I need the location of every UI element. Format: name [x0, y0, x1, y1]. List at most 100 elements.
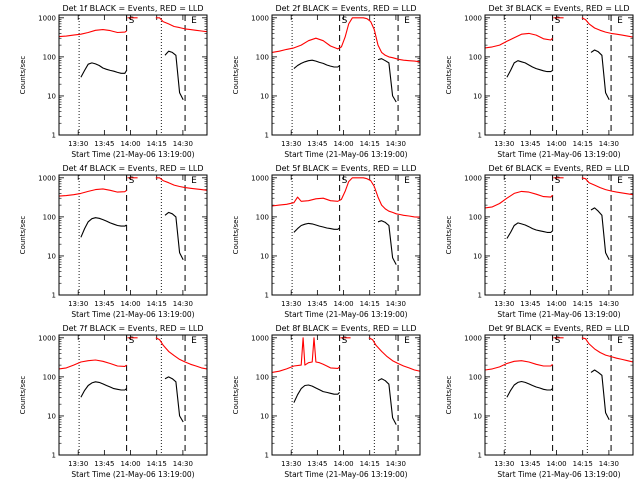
series-group: [272, 177, 420, 265]
x-tick-label: 14:30: [173, 300, 193, 308]
y-axis-label: Counts/sec: [19, 376, 27, 415]
end-marker-label: E: [191, 176, 197, 186]
plot-frame: [58, 174, 208, 296]
x-tick-label: 14:15: [360, 460, 380, 468]
events-series-line: [164, 376, 184, 423]
x-tick-label: 13:45: [307, 140, 327, 148]
y-tick-label: 1: [478, 132, 482, 140]
y-tick-label: 1000: [251, 14, 269, 22]
lld-series-line: [155, 177, 207, 191]
lld-series-line: [485, 32, 553, 49]
lld-series-line: [272, 17, 420, 63]
panel-title: Det 4f BLACK = Events, RED = LLD: [62, 164, 203, 173]
start-marker-label: S: [555, 176, 561, 186]
y-tick-label: 1000: [38, 14, 56, 22]
panel-title: Det 6f BLACK = Events, RED = LLD: [488, 164, 629, 173]
series-group: [59, 177, 207, 260]
end-marker-label: E: [404, 176, 410, 186]
plot-frame: [58, 334, 208, 456]
plot-frame: [58, 14, 208, 136]
panel-title: Det 3f BLACK = Events, RED = LLD: [488, 4, 629, 13]
x-tick-label: 14:15: [360, 300, 380, 308]
series-group: [485, 337, 633, 420]
x-tick-label: 14:30: [173, 460, 193, 468]
x-tick-label: 13:30: [281, 300, 301, 308]
marker-lines: [291, 15, 399, 135]
y-tick-label: 10: [260, 252, 269, 260]
y-tick-label: 1000: [464, 14, 482, 22]
x-tick-label: 13:30: [494, 460, 514, 468]
y-tick-label: 1: [52, 452, 56, 460]
panel-title: Det 1f BLACK = Events, RED = LLD: [62, 4, 203, 13]
end-marker-label: E: [404, 16, 410, 26]
lld-series-line: [59, 188, 127, 197]
marker-lines: [504, 175, 612, 295]
x-tick-label: 13:30: [68, 300, 88, 308]
y-tick-label: 100: [469, 373, 482, 381]
events-series-line: [506, 222, 553, 239]
x-axis-label: Start Time (21-May-06 13:19:00): [284, 470, 407, 479]
events-series-line: [293, 222, 340, 233]
panel-title: Det 2f BLACK = Events, RED = LLD: [275, 4, 416, 13]
x-axis-label: Start Time (21-May-06 13:19:00): [497, 150, 620, 159]
marker-lines: [504, 15, 612, 135]
lld-series-line: [59, 359, 127, 370]
x-tick-label: 14:00: [120, 460, 140, 468]
lld-series-line: [485, 190, 554, 209]
y-tick-label: 100: [43, 213, 56, 221]
y-axis-label: Counts/sec: [445, 376, 453, 415]
end-marker-label: E: [191, 16, 197, 26]
lld-series-line: [272, 177, 420, 218]
events-series-line: [80, 381, 127, 398]
x-tick-label: 13:30: [281, 460, 301, 468]
start-marker-label: S: [342, 176, 348, 186]
plot-frame: [484, 14, 634, 136]
y-tick-label: 10: [47, 92, 56, 100]
events-series-line: [377, 378, 397, 425]
panel-det-8: Det 8f BLACK = Events, RED = LLD Counts/s…: [232, 324, 421, 479]
y-axis-label: Counts/sec: [445, 56, 453, 95]
end-marker-label: E: [617, 176, 623, 186]
y-tick-label: 100: [469, 53, 482, 61]
events-series-line: [80, 62, 128, 78]
x-tick-label: 14:15: [147, 300, 167, 308]
events-series-line: [506, 380, 553, 398]
lld-series-line: [581, 177, 633, 196]
start-marker-label: S: [555, 336, 561, 346]
y-tick-label: 1: [265, 292, 269, 300]
panel-title: Det 7f BLACK = Events, RED = LLD: [62, 324, 203, 333]
x-axis-label: Start Time (21-May-06 13:19:00): [497, 310, 620, 319]
x-tick-label: 13:45: [307, 300, 327, 308]
panel-det-9: Det 9f BLACK = Events, RED = LLD Counts/s…: [445, 324, 634, 479]
y-tick-label: 100: [43, 373, 56, 381]
start-marker-label: S: [342, 16, 348, 26]
events-series-line: [590, 49, 610, 100]
y-tick-label: 100: [256, 373, 269, 381]
x-axis-label: Start Time (21-May-06 13:19:00): [497, 470, 620, 479]
panel-det-2: Det 2f BLACK = Events, RED = LLD Counts/s…: [232, 4, 421, 159]
panel-det-4: Det 4f BLACK = Events, RED = LLD Counts/s…: [19, 164, 208, 319]
plot-frame: [271, 334, 421, 456]
series-group: [485, 17, 633, 100]
end-marker-label: E: [191, 336, 197, 346]
x-tick-label: 13:45: [94, 460, 114, 468]
x-tick-label: 13:45: [94, 300, 114, 308]
end-marker-label: E: [617, 16, 623, 26]
y-tick-label: 10: [473, 412, 482, 420]
lld-series-line: [59, 29, 127, 38]
x-tick-label: 13:30: [281, 140, 301, 148]
x-axis-label: Start Time (21-May-06 13:19:00): [71, 310, 194, 319]
x-tick-label: 14:00: [120, 300, 140, 308]
y-axis-label: Counts/sec: [445, 216, 453, 255]
x-tick-label: 14:00: [333, 140, 353, 148]
y-tick-label: 1: [52, 292, 56, 300]
marker-lines: [504, 335, 612, 455]
y-tick-label: 1000: [38, 334, 56, 342]
lld-series-line: [581, 17, 633, 38]
x-tick-label: 14:00: [333, 460, 353, 468]
end-marker-label: E: [404, 336, 410, 346]
marker-lines: [291, 175, 399, 295]
y-axis-label: Counts/sec: [19, 56, 27, 95]
series-group: [272, 337, 420, 425]
x-tick-label: 14:00: [333, 300, 353, 308]
